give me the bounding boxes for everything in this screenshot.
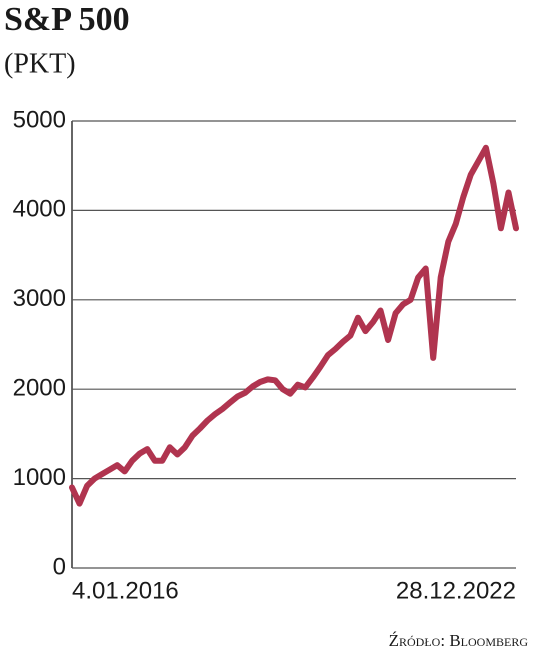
y-tick-label: 5000	[13, 106, 66, 133]
source: Źródło: Bloomberg	[389, 631, 529, 650]
chart-subtitle: (PKT)	[4, 48, 76, 79]
chart-title: S&P 500	[4, 1, 130, 38]
x-tick-label: 28.12.2022	[396, 577, 516, 604]
y-tick-label: 4000	[13, 196, 66, 223]
y-tick-label: 1000	[13, 464, 66, 491]
line	[69, 144, 519, 507]
x-tick-label: 4.01.2016	[72, 577, 179, 604]
y-tick-label: 2000	[13, 375, 66, 402]
y-tick-label: 3000	[13, 285, 66, 312]
y-tick-label: 0	[53, 553, 66, 580]
